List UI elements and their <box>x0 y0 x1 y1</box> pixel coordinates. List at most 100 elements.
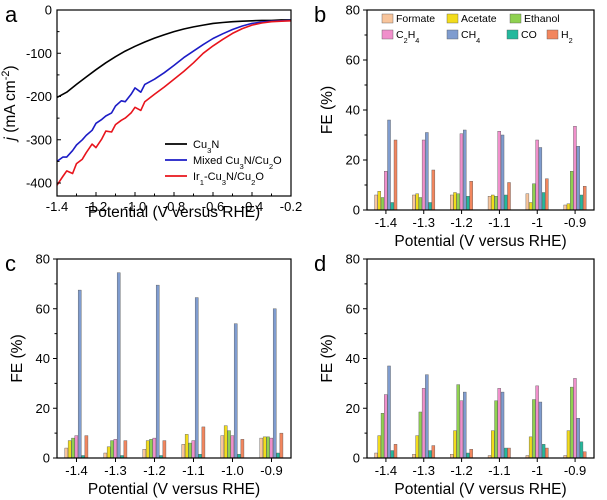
bar-h2-0 <box>393 444 398 459</box>
x-tick-label: -1.4 <box>46 199 68 214</box>
bar-co-1 <box>428 450 432 459</box>
y-tick-label: 40 <box>346 351 360 366</box>
panel-letter-c: c <box>5 251 16 276</box>
bar-ethanol-5 <box>570 386 574 459</box>
bar-ch4-1 <box>116 272 121 459</box>
legend-label-h2-part: 2 <box>569 36 573 45</box>
y-tick-label: 0 <box>353 203 360 218</box>
y-tick-label: 20 <box>346 401 360 416</box>
bar-h2-4 <box>240 439 245 459</box>
bar-h2-4 <box>545 447 549 459</box>
bar-acetate-4 <box>528 436 533 459</box>
bar-formate-3 <box>487 196 492 211</box>
bar-acetate-0 <box>67 440 72 459</box>
bar-c2h4-5 <box>269 437 274 459</box>
y-tick-label: 80 <box>36 252 50 267</box>
legend-label-h2: H2 <box>561 29 573 45</box>
bar-ethanol-2 <box>456 384 460 459</box>
bar-ch4-4 <box>538 401 543 459</box>
legend-label-co: CO <box>521 29 537 41</box>
bar-ethanol-2 <box>456 193 460 211</box>
legend-swatch-ethanol <box>509 13 522 24</box>
bar-formate-0 <box>374 194 378 211</box>
legend-label-part: Ir <box>193 171 200 183</box>
bar-ethanol-1 <box>418 197 423 211</box>
bar-ch4-0 <box>77 289 82 459</box>
bar-c2h4-2 <box>152 437 157 459</box>
y-tick-label: 60 <box>346 53 360 68</box>
bar-h2-1 <box>431 445 436 459</box>
bar-acetate-0 <box>377 435 381 459</box>
bar-ch4-5 <box>272 308 277 459</box>
y-axis-label-part: (mA cm <box>2 80 19 137</box>
legend-label-c2h4-part: H <box>408 29 416 41</box>
y-axis-label: FE (%) <box>319 86 336 134</box>
bar-acetate-2 <box>453 430 457 459</box>
bar-c2h4-2 <box>459 400 464 459</box>
legend-label-part: 1 <box>200 178 204 187</box>
bar-c2h4-0 <box>384 171 388 211</box>
legend-label-c2h4-part: 4 <box>415 36 419 45</box>
bar-ch4-2 <box>463 129 467 211</box>
panel-letter-d: d <box>314 251 326 276</box>
y-axis-label-part: ) <box>2 65 19 70</box>
bar-acetate-5 <box>566 430 571 459</box>
x-tick-label: -0.2 <box>280 199 302 214</box>
x-tick-label: -1 <box>531 463 543 478</box>
legend-label-acetate-part: Acetate <box>461 13 497 25</box>
bar-acetate-3 <box>491 430 495 459</box>
bar-h2-2 <box>469 181 473 211</box>
bar-formate-1 <box>103 452 108 459</box>
bar-acetate-3 <box>184 434 189 459</box>
bar-ch4-1 <box>425 132 429 211</box>
bar-co-5 <box>276 452 280 459</box>
bar-c2h4-4 <box>535 385 539 459</box>
legend-label-ch4-part: 4 <box>476 36 480 45</box>
bar-c2h4-1 <box>421 388 426 459</box>
x-tick-label: -1.0 <box>124 199 146 214</box>
x-tick-label: -1.3 <box>413 215 435 230</box>
legend-label-ch4-part: CH <box>461 29 476 41</box>
y-tick-label: 80 <box>346 3 360 18</box>
bar-ch4-0 <box>387 119 391 211</box>
bar-c2h4-3 <box>497 131 501 211</box>
legend-label-co-part: CO <box>521 29 537 41</box>
bar-ethanol-4 <box>532 183 536 211</box>
bar-formate-4 <box>525 193 530 211</box>
legend-label-part: 3 <box>207 146 211 155</box>
bar-ethanol-0 <box>380 197 385 211</box>
x-axis-label: Potential (V versus RHE) <box>88 481 260 498</box>
legend-label-formate: Formate <box>396 13 435 25</box>
bar-h2-3 <box>507 447 511 459</box>
bar-ch4-5 <box>576 418 580 459</box>
y-axis-label: j (mA cm-2) <box>0 65 19 142</box>
y-tick-label: 0 <box>45 3 52 18</box>
legend-swatch-co <box>506 29 519 40</box>
bar-ch4-3 <box>194 297 199 459</box>
bar-ethanol-4 <box>227 430 231 459</box>
bar-ch4-4 <box>538 147 543 211</box>
bar-h2-5 <box>582 451 587 459</box>
legend-label: Mixed Cu3N/Cu2O <box>193 155 282 171</box>
legend-label-ethanol: Ethanol <box>524 13 560 25</box>
bar-acetate-2 <box>453 192 457 211</box>
bar-formate-5 <box>259 437 264 459</box>
legend-label-c2h4-part: 2 <box>404 36 408 45</box>
y-tick-label: -400 <box>26 176 52 191</box>
bar-acetate-4 <box>223 425 228 459</box>
panel-c-chart: -1.4 -1.3 -1.2 -1.1 -1.0 -0.9 0 20 40 60 80 Potenti… <box>9 252 292 498</box>
x-tick-label: -1 <box>531 215 543 230</box>
legend-label-c2h4-part: C <box>396 29 404 41</box>
bar-c2h4-3 <box>191 440 196 459</box>
x-tick-label: -1.0 <box>221 463 243 478</box>
legend-label-part: 3 <box>222 178 226 187</box>
bar-ethanol-1 <box>418 411 423 459</box>
bar-c2h4-1 <box>421 139 426 211</box>
x-axis-label: Potential (V versus RHE) <box>88 204 260 221</box>
bar-formate-0 <box>374 452 378 459</box>
bar-h2-3 <box>201 426 206 459</box>
legend-swatch-formate <box>381 13 394 24</box>
y-tick-label: 20 <box>346 153 360 168</box>
legend-label-h2-part: H <box>561 29 569 41</box>
